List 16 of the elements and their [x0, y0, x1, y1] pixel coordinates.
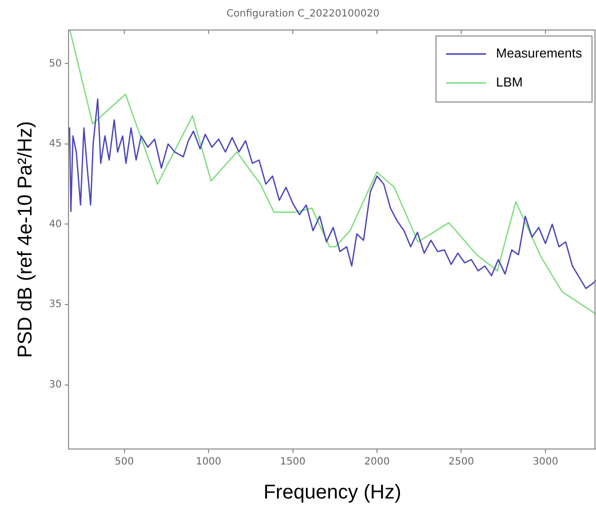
y-tick-label: 35 — [48, 299, 62, 310]
x-axis-title: Frequency (Hz) — [263, 482, 402, 504]
y-tick-label: 40 — [48, 218, 62, 230]
y-tick-label: 45 — [48, 138, 62, 150]
x-tick-label: 1500 — [280, 456, 306, 468]
x-tick-label: 1000 — [196, 456, 222, 468]
legend-label: Measurements — [496, 46, 582, 61]
chart-title: Configuration C_20220100020 — [226, 8, 380, 20]
y-axis-title: PSD dB (ref 4e-10 Pa²/Hz) — [14, 121, 37, 358]
y-tick-label: 50 — [48, 58, 62, 70]
x-tick-label: 2000 — [364, 456, 390, 468]
y-tick-label: 30 — [48, 379, 62, 390]
legend-label: LBM — [496, 74, 523, 90]
x-tick-label: 2500 — [448, 456, 474, 468]
x-tick-label: 3000 — [532, 456, 558, 468]
x-tick-label: 500 — [114, 456, 134, 468]
